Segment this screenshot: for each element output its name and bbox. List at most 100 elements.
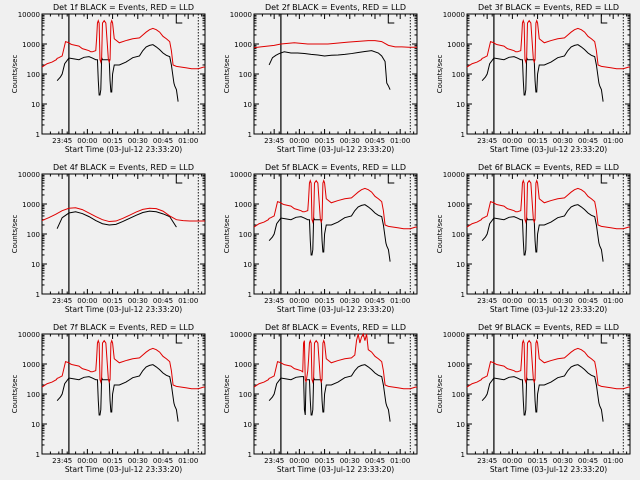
y-tick-label: 1 <box>36 451 40 459</box>
x-axis-label: Start Time (03-Jul-12 23:33:20) <box>277 305 394 314</box>
x-tick-label: 00:00 <box>289 297 309 305</box>
x-tick-label: 00:30 <box>340 137 360 145</box>
y-tick-label: 1 <box>36 291 40 299</box>
x-tick-label: 00:00 <box>502 297 522 305</box>
series-line-events <box>268 204 391 262</box>
y-tick-label: 10 <box>243 421 252 429</box>
y-axis-label: Counts/sec <box>436 375 444 414</box>
y-tick-label: 1 <box>248 291 252 299</box>
x-axis-label: Start Time (03-Jul-12 23:33:20) <box>65 145 182 154</box>
y-tick-label: 100 <box>27 71 40 79</box>
interval-bracket-marker <box>600 175 608 184</box>
x-tick-label: 23:45 <box>477 457 497 465</box>
y-tick-label: 1 <box>461 131 465 139</box>
y-tick-label: 10000 <box>18 331 40 339</box>
series-line-events <box>268 50 391 90</box>
plot-title: Det 9f BLACK = Events, RED = LLD <box>478 323 619 332</box>
x-tick-label: 00:15 <box>527 137 547 145</box>
y-tick-label: 100 <box>239 71 252 79</box>
plot-title: Det 4f BLACK = Events, RED = LLD <box>53 163 194 172</box>
y-axis-label: Counts/sec <box>436 55 444 94</box>
x-tick-label: 00:00 <box>77 137 97 145</box>
detector-plot-5: Det 5f BLACK = Events, RED = LLD 1 10 100 10… <box>223 163 418 314</box>
x-tick-label: 01:00 <box>390 137 410 145</box>
x-tick-label: 01:00 <box>178 457 198 465</box>
y-tick-label: 1000 <box>447 41 465 49</box>
plot-frame <box>466 173 631 295</box>
x-tick-label: 00:15 <box>314 137 334 145</box>
interval-bracket-marker <box>600 15 608 24</box>
y-tick-label: 10000 <box>230 11 252 19</box>
x-axis-label: Start Time (03-Jul-12 23:33:20) <box>490 145 607 154</box>
series-line-lld <box>253 179 417 230</box>
series-line-lld <box>466 339 630 390</box>
interval-bracket-marker <box>600 335 608 344</box>
plot-frame <box>253 13 418 135</box>
x-tick-label: 01:00 <box>390 457 410 465</box>
y-axis-label: Counts/sec <box>11 375 19 414</box>
y-axis-label: Counts/sec <box>436 215 444 254</box>
y-tick-label: 10 <box>243 261 252 269</box>
y-tick-label: 10 <box>31 421 40 429</box>
x-tick-label: 00:30 <box>340 297 360 305</box>
y-tick-label: 100 <box>452 391 465 399</box>
detector-plot-7: Det 7f BLACK = Events, RED = LLD 1 10 100 10… <box>11 323 206 474</box>
plot-frame <box>466 333 631 455</box>
x-tick-label: 23:45 <box>52 457 72 465</box>
plot-title: Det 8f BLACK = Events, RED = LLD <box>265 323 406 332</box>
series-line-events <box>481 44 604 102</box>
x-tick-label: 00:15 <box>102 297 122 305</box>
x-tick-label: 23:45 <box>264 457 284 465</box>
x-tick-label: 00:30 <box>128 457 148 465</box>
series-line-events <box>56 364 179 422</box>
y-tick-label: 1000 <box>234 41 252 49</box>
y-tick-label: 10000 <box>443 331 465 339</box>
y-tick-label: 10000 <box>230 331 252 339</box>
plot-title: Det 7f BLACK = Events, RED = LLD <box>53 323 194 332</box>
x-tick-label: 00:45 <box>153 457 173 465</box>
x-tick-label: 00:15 <box>102 457 122 465</box>
y-tick-label: 10 <box>456 421 465 429</box>
x-tick-label: 00:30 <box>128 297 148 305</box>
x-tick-label: 00:30 <box>553 297 573 305</box>
y-axis-label: Counts/sec <box>223 55 231 94</box>
interval-bracket-marker <box>175 175 183 184</box>
x-tick-label: 00:30 <box>340 457 360 465</box>
x-axis-label: Start Time (03-Jul-12 23:33:20) <box>65 305 182 314</box>
detector-plot-6: Det 6f BLACK = Events, RED = LLD 1 10 100 10… <box>436 163 631 314</box>
x-tick-label: 00:45 <box>365 137 385 145</box>
interval-bracket-marker <box>175 15 183 24</box>
x-tick-label: 00:00 <box>502 457 522 465</box>
y-tick-label: 1 <box>36 131 40 139</box>
plot-title: Det 2f BLACK = Events, RED = LLD <box>265 3 406 12</box>
plot-title: Det 1f BLACK = Events, RED = LLD <box>53 3 194 12</box>
x-tick-label: 00:45 <box>365 457 385 465</box>
series-line-lld <box>41 207 205 223</box>
y-tick-label: 10000 <box>443 171 465 179</box>
y-tick-label: 100 <box>239 231 252 239</box>
x-tick-label: 00:15 <box>527 297 547 305</box>
detector-plot-8: Det 8f BLACK = Events, RED = LLD 1 10 100 10… <box>223 323 418 474</box>
x-tick-label: 00:15 <box>527 457 547 465</box>
plot-frame <box>253 173 418 295</box>
detector-plot-9: Det 9f BLACK = Events, RED = LLD 1 10 100 10… <box>436 323 631 474</box>
x-tick-label: 00:45 <box>578 457 598 465</box>
detector-plot-1: Det 1f BLACK = Events, RED = LLD 1 10 100 10… <box>11 3 206 154</box>
series-line-lld <box>41 19 205 70</box>
x-axis-label: Start Time (03-Jul-12 23:33:20) <box>277 465 394 474</box>
x-tick-label: 00:00 <box>289 137 309 145</box>
y-tick-label: 100 <box>239 391 252 399</box>
y-tick-label: 100 <box>452 71 465 79</box>
x-axis-label: Start Time (03-Jul-12 23:33:20) <box>490 305 607 314</box>
series-line-lld <box>41 339 205 390</box>
y-tick-label: 1 <box>461 291 465 299</box>
x-tick-label: 00:30 <box>553 137 573 145</box>
y-tick-label: 1000 <box>447 201 465 209</box>
x-tick-label: 01:00 <box>603 297 623 305</box>
x-tick-label: 00:45 <box>578 137 598 145</box>
plot-frame <box>41 13 206 135</box>
interval-bracket-marker <box>387 15 395 24</box>
detector-plot-4: Det 4f BLACK = Events, RED = LLD 1 10 100 10… <box>11 163 206 314</box>
